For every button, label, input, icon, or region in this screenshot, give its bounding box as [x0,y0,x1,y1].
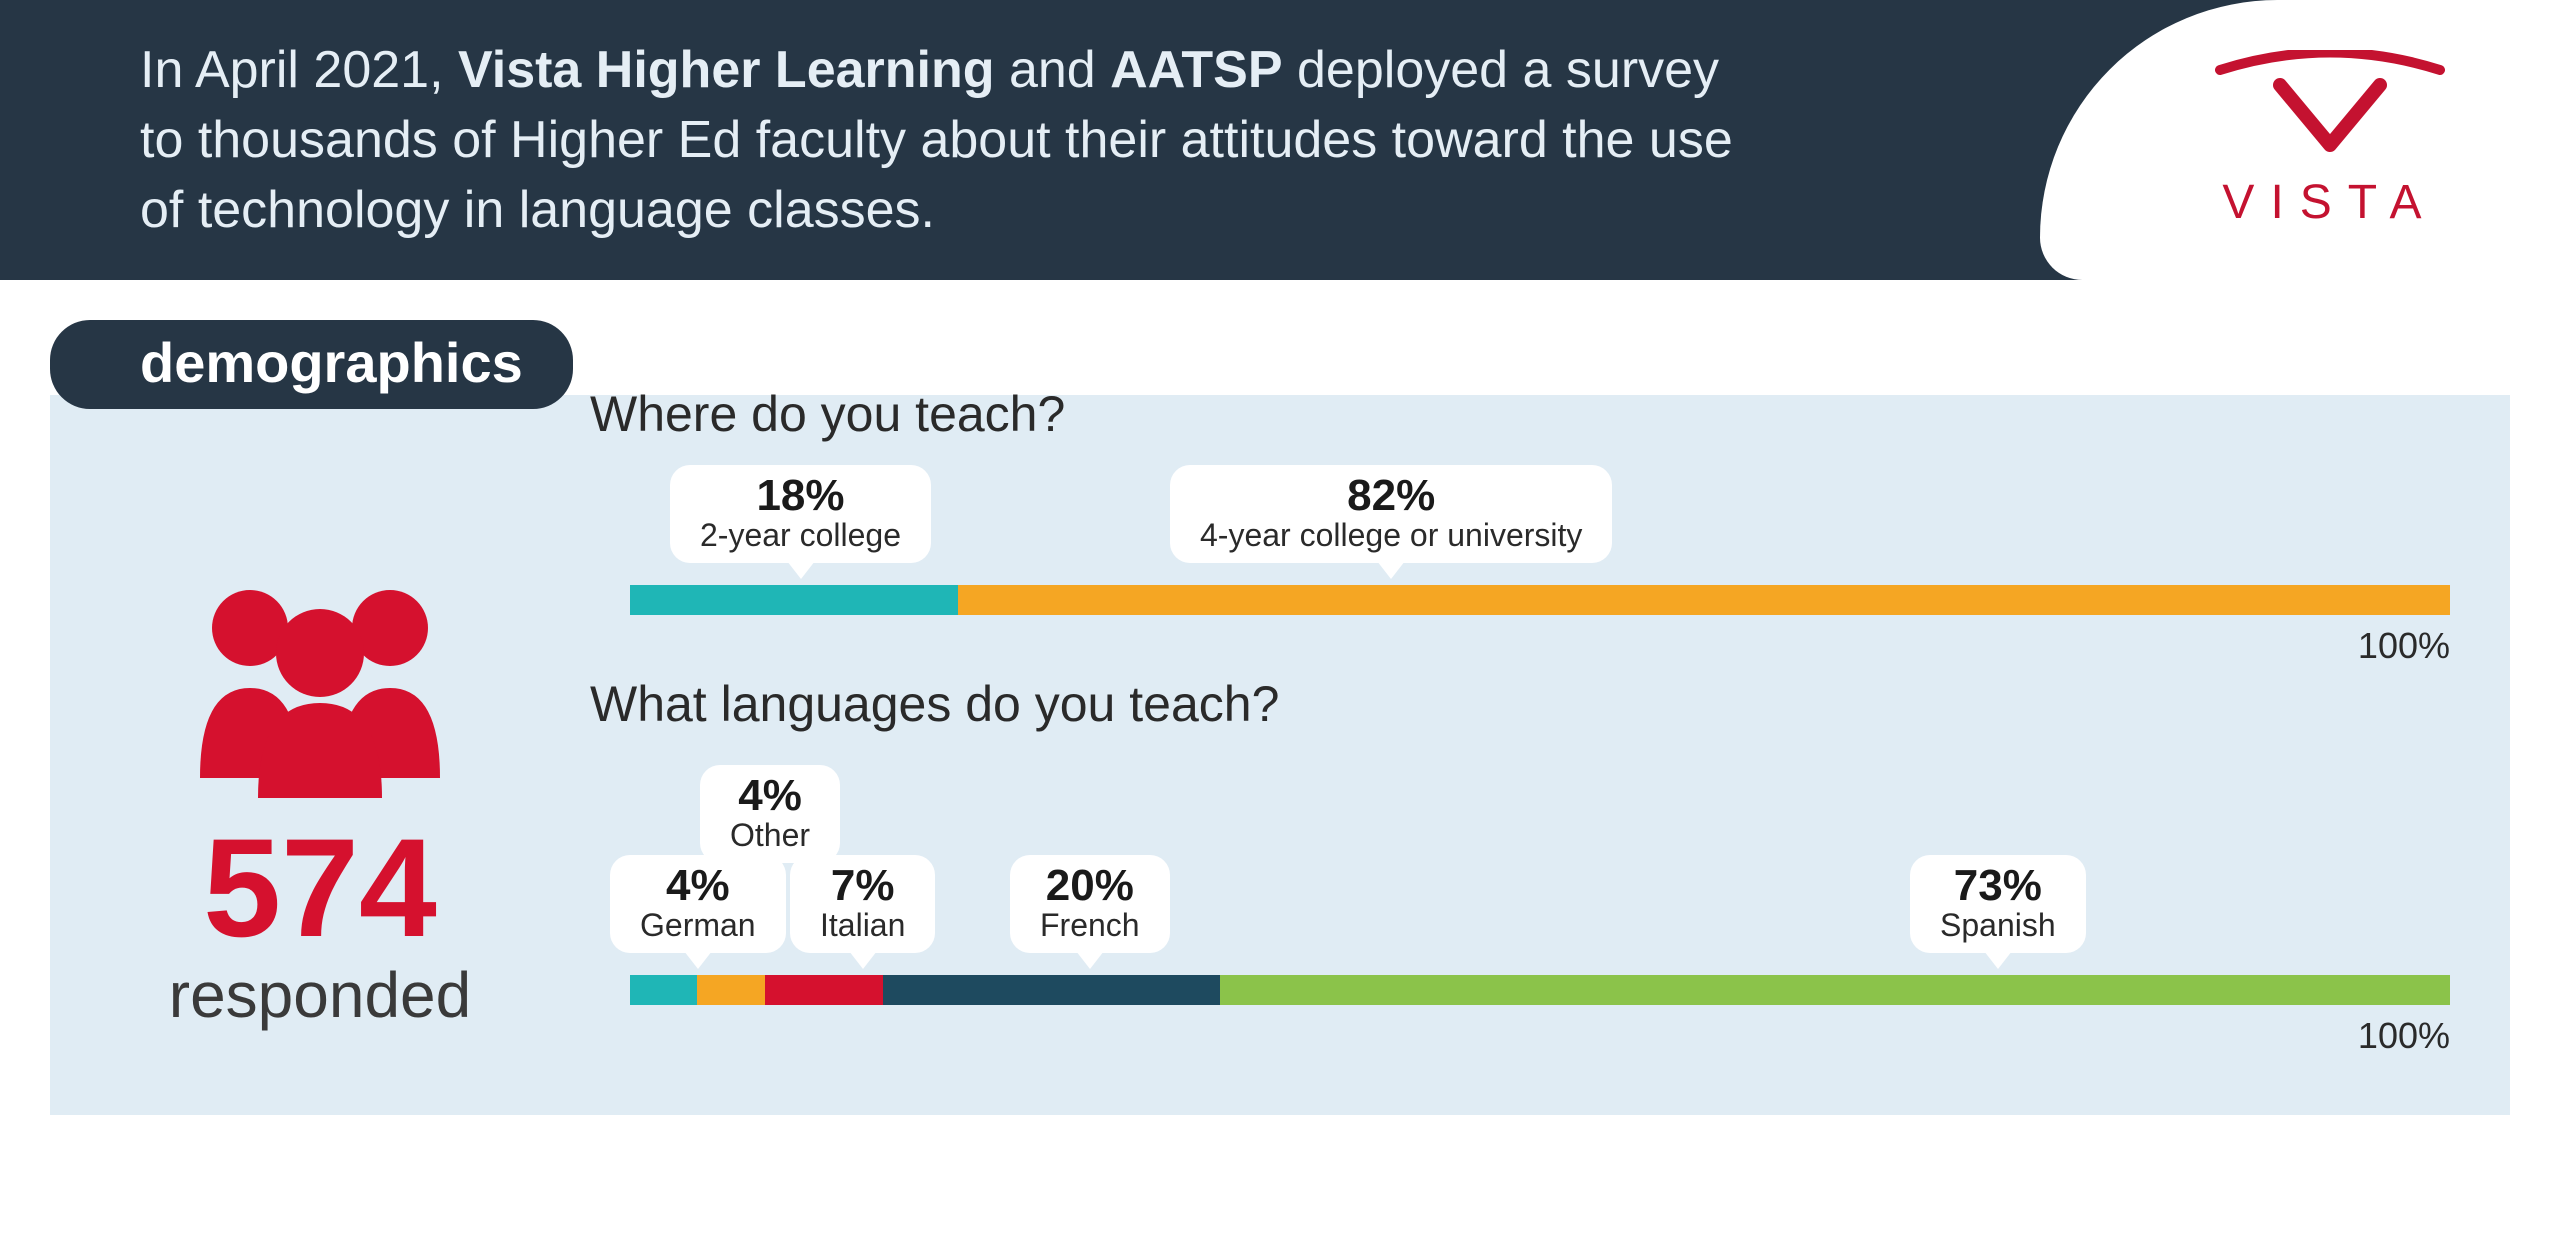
callout-percent: 18% [700,473,901,519]
bar-segment [630,585,958,615]
data-callout: 4%Other [700,765,840,863]
callout-percent: 20% [1040,863,1140,909]
data-callout: 7%Italian [790,855,935,953]
callout-label: 2-year college [700,519,901,553]
data-callout: 73%Spanish [1910,855,2086,953]
header-bold-2: AATSP [1110,41,1282,99]
data-callout: 82%4-year college or university [1170,465,1612,563]
header-mid: and [995,41,1111,99]
data-callout: 18%2-year college [670,465,931,563]
callout-percent: 4% [730,773,810,819]
respondent-count: 574 [203,818,437,958]
bar-segment [883,975,1220,1005]
question-1: Where do you teach? [590,385,1065,443]
callout-percent: 82% [1200,473,1582,519]
respondents-block: 574 responded [50,395,590,1115]
header-bold-1: Vista Higher Learning [458,41,995,99]
header-prefix: In April 2021, [140,41,458,99]
demographics-panel: 574 responded Where do you teach? 100% W… [50,395,2510,1115]
people-icon [180,578,460,798]
header-banner: In April 2021, Vista Higher Learning and… [0,0,2560,280]
callout-percent: 7% [820,863,905,909]
bar1-total: 100% [2358,625,2450,667]
callout-label: Italian [820,909,905,943]
bar-segment [765,975,883,1005]
bar-segment [1220,975,2450,1005]
callout-percent: 73% [1940,863,2056,909]
vista-logo-text: VISTA [2200,175,2460,230]
bar-segment [697,975,764,1005]
logo-container: VISTA [2040,0,2560,280]
callout-label: Other [730,819,810,853]
callout-label: German [640,909,756,943]
callout-label: Spanish [1940,909,2056,943]
bar-segment [958,585,2450,615]
vista-logo-icon [2200,50,2460,160]
charts-column: Where do you teach? 100% What languages … [590,395,2510,1115]
respondent-label: responded [169,958,471,1032]
header-intro-text: In April 2021, Vista Higher Learning and… [140,35,1740,246]
bar-chart-languages [630,975,2450,1005]
data-callout: 20%French [1010,855,1170,953]
callout-percent: 4% [640,863,756,909]
callout-label: 4-year college or university [1200,519,1582,553]
bar2-total: 100% [2358,1015,2450,1057]
bar-segment [630,975,697,1005]
section-tag-demographics: demographics [50,320,573,409]
question-2: What languages do you teach? [590,675,1279,733]
callout-label: French [1040,909,1140,943]
bar-chart-teach-where [630,585,2450,615]
vista-logo: VISTA [2200,50,2460,230]
